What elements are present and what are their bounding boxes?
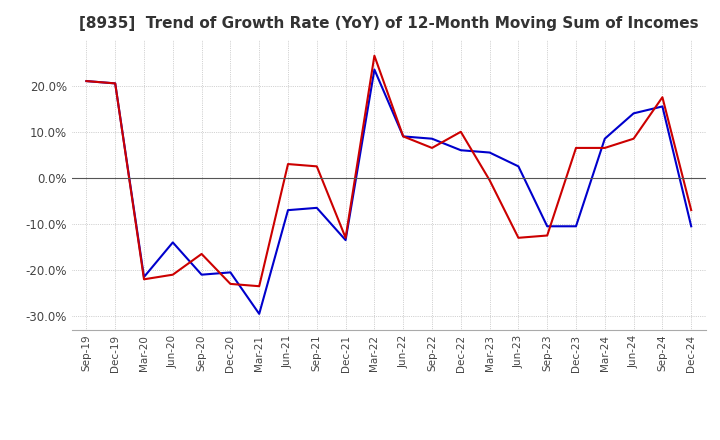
Ordinary Income Growth Rate <box>658 104 667 109</box>
Ordinary Income Growth Rate <box>399 134 408 139</box>
Net Income Growth Rate <box>428 145 436 150</box>
Ordinary Income Growth Rate <box>168 240 177 245</box>
Net Income Growth Rate <box>168 272 177 277</box>
Net Income Growth Rate <box>687 208 696 213</box>
Net Income Growth Rate <box>514 235 523 240</box>
Line: Ordinary Income Growth Rate: Ordinary Income Growth Rate <box>86 70 691 314</box>
Ordinary Income Growth Rate <box>572 224 580 229</box>
Ordinary Income Growth Rate <box>485 150 494 155</box>
Ordinary Income Growth Rate <box>197 272 206 277</box>
Title: [8935]  Trend of Growth Rate (YoY) of 12-Month Moving Sum of Incomes: [8935] Trend of Growth Rate (YoY) of 12-… <box>79 16 698 32</box>
Net Income Growth Rate <box>456 129 465 135</box>
Ordinary Income Growth Rate <box>140 275 148 280</box>
Net Income Growth Rate <box>485 178 494 183</box>
Net Income Growth Rate <box>658 95 667 100</box>
Ordinary Income Growth Rate <box>600 136 609 141</box>
Net Income Growth Rate <box>111 81 120 86</box>
Net Income Growth Rate <box>284 161 292 167</box>
Net Income Growth Rate <box>312 164 321 169</box>
Ordinary Income Growth Rate <box>82 78 91 84</box>
Ordinary Income Growth Rate <box>456 147 465 153</box>
Net Income Growth Rate <box>399 134 408 139</box>
Ordinary Income Growth Rate <box>629 111 638 116</box>
Net Income Growth Rate <box>572 145 580 150</box>
Net Income Growth Rate <box>140 277 148 282</box>
Net Income Growth Rate <box>255 283 264 289</box>
Ordinary Income Growth Rate <box>687 224 696 229</box>
Net Income Growth Rate <box>600 145 609 150</box>
Net Income Growth Rate <box>629 136 638 141</box>
Ordinary Income Growth Rate <box>514 164 523 169</box>
Ordinary Income Growth Rate <box>341 238 350 243</box>
Ordinary Income Growth Rate <box>543 224 552 229</box>
Ordinary Income Growth Rate <box>428 136 436 141</box>
Ordinary Income Growth Rate <box>284 208 292 213</box>
Net Income Growth Rate <box>341 235 350 240</box>
Line: Net Income Growth Rate: Net Income Growth Rate <box>86 56 691 286</box>
Ordinary Income Growth Rate <box>255 311 264 316</box>
Net Income Growth Rate <box>226 281 235 286</box>
Ordinary Income Growth Rate <box>111 81 120 86</box>
Ordinary Income Growth Rate <box>226 270 235 275</box>
Net Income Growth Rate <box>197 251 206 257</box>
Net Income Growth Rate <box>82 78 91 84</box>
Net Income Growth Rate <box>543 233 552 238</box>
Ordinary Income Growth Rate <box>312 205 321 210</box>
Net Income Growth Rate <box>370 53 379 59</box>
Ordinary Income Growth Rate <box>370 67 379 72</box>
